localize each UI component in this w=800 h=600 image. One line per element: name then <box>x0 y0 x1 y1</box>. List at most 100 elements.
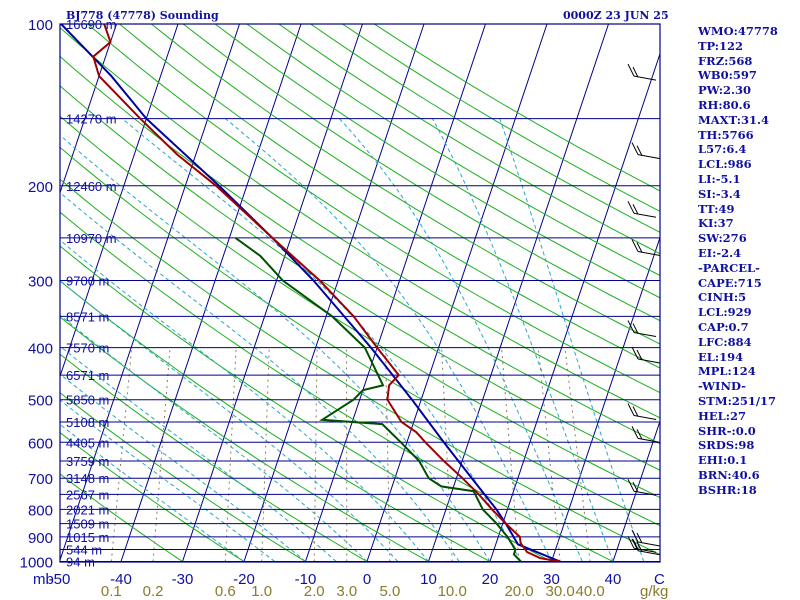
pressure-unit-label: mb <box>33 571 54 588</box>
mixing-ratio-line <box>224 347 237 562</box>
wind-barb-flag <box>632 481 639 493</box>
wind-barb-flag <box>631 346 639 360</box>
wind-barb <box>631 426 661 443</box>
index-item: EL:194 <box>698 349 744 364</box>
moist-adiabat <box>499 118 645 562</box>
height-label: 94 m <box>66 555 95 570</box>
pressure-tick-label: 600 <box>28 435 53 452</box>
pressure-tick-label: 400 <box>28 341 53 358</box>
height-label: 10970 m <box>66 231 117 246</box>
parcel-trace <box>60 24 561 562</box>
moist-adiabat <box>60 239 429 562</box>
wind-barb-flag <box>636 242 643 253</box>
height-label: 8571 m <box>66 309 109 324</box>
dry-adiabat <box>87 24 660 394</box>
wind-barb-flag <box>636 532 643 544</box>
wind-barb-flag <box>631 239 639 252</box>
wind-barb <box>627 478 657 496</box>
temperature-tick-label: -50 <box>49 571 71 588</box>
index-item: MPL:124 <box>698 364 756 379</box>
index-item: SRDS:98 <box>698 438 755 453</box>
wind-barb-flag <box>632 539 639 550</box>
dry-adiabat <box>246 24 660 277</box>
temperature-tick-label: -30 <box>172 571 194 588</box>
wind-barb-flag <box>632 66 639 78</box>
height-label: 14270 m <box>66 112 117 127</box>
index-item: EHI:0.1 <box>698 453 748 468</box>
mixing-ratio-tick-label: 0.1 <box>101 583 122 600</box>
height-label: 5850 m <box>66 393 109 408</box>
pressure-tick-label: 200 <box>28 179 53 196</box>
dry-adiabat <box>60 316 431 562</box>
moist-adiabat <box>121 118 522 562</box>
isotherm-line <box>120 24 302 562</box>
temperature-tick-label: 20 <box>482 571 499 588</box>
index-item: LCL:986 <box>698 157 752 172</box>
wind-barb-flag <box>631 142 639 155</box>
wind-barb <box>627 536 657 553</box>
mixing-ratio-tick-label: 0.2 <box>143 583 164 600</box>
index-item: PW:2.30 <box>698 83 752 98</box>
height-label: 2021 m <box>66 502 109 517</box>
plot-frame <box>59 23 661 563</box>
wind-barb <box>627 201 657 218</box>
dry-adiabat <box>60 211 616 562</box>
isotherm-line <box>612 419 660 562</box>
dry-adiabat <box>60 178 660 556</box>
index-item: BSHR:18 <box>698 482 757 497</box>
temperature-tick-label: -10 <box>295 571 317 588</box>
background-grid <box>60 24 660 562</box>
pressure-tick-label: 900 <box>28 530 53 547</box>
dry-adiabat <box>60 27 660 419</box>
wind-barb-flag <box>632 204 639 215</box>
temperature-unit-label: C <box>654 571 665 588</box>
wind-barb <box>627 63 657 81</box>
index-item: SHR-:0.0 <box>698 423 756 438</box>
index-item: -PARCEL- <box>698 260 760 275</box>
temperature-tick-label: -40 <box>110 571 132 588</box>
wind-barb-flag <box>631 426 639 439</box>
wind-barb <box>631 538 661 556</box>
index-item: STM:251/17 <box>698 393 777 408</box>
wind-barb-flag <box>631 538 639 551</box>
height-label: 7570 m <box>66 341 109 356</box>
index-item: MAXT:31.4 <box>698 112 769 127</box>
dry-adiabat <box>60 245 554 562</box>
index-list: WMO:47778 TP:122 FRZ:568 WB0:597 PW:2.30 RH:8… <box>698 24 798 498</box>
isotherm-line <box>489 52 660 562</box>
index-item: TH:5766 <box>698 127 754 142</box>
dry-adiabat <box>151 24 660 345</box>
mixing-ratio-line <box>441 347 453 562</box>
mixing-ratio-line <box>110 347 133 562</box>
mixing-ratio-line <box>152 347 171 562</box>
mixing-ratio-tick-label: 3.0 <box>336 583 357 600</box>
index-item: CINH:5 <box>698 290 747 305</box>
height-label: 9700 m <box>66 273 109 288</box>
moist-adiabat <box>60 399 276 562</box>
temperature-tick-label: -20 <box>233 571 255 588</box>
mixing-ratio-unit-label: g/kg <box>640 583 668 600</box>
dry-adiabat <box>60 146 660 527</box>
isotherm-line <box>182 24 363 562</box>
moist-adiabat <box>60 191 460 562</box>
temperature-tick-label: 40 <box>605 571 622 588</box>
index-item: CAPE:715 <box>698 275 762 290</box>
index-item: -WIND- <box>698 379 746 394</box>
pressure-tick-label: 100 <box>28 17 53 34</box>
station-title: BJ778 (47778) Sounding <box>66 9 219 22</box>
index-item: LCL:929 <box>698 305 752 320</box>
pressure-tick-label: 500 <box>28 393 53 410</box>
index-item: WMO:47778 <box>698 24 778 38</box>
index-item: LI:-5.1 <box>698 171 741 186</box>
mixing-ratio-tick-label: 40.0 <box>575 583 604 600</box>
height-label: 3148 m <box>66 471 109 486</box>
wind-barb-flag <box>627 478 635 492</box>
mixing-ratio-tick-label: 30.0 <box>546 583 575 600</box>
index-item: CAP:0.7 <box>698 319 749 334</box>
isotherm-line <box>60 24 117 195</box>
moist-adiabat <box>431 118 614 562</box>
isotherm-line <box>60 24 240 562</box>
dry-adiabat <box>60 353 369 562</box>
isotherm-line <box>366 24 548 562</box>
dry-adiabat <box>60 431 246 562</box>
